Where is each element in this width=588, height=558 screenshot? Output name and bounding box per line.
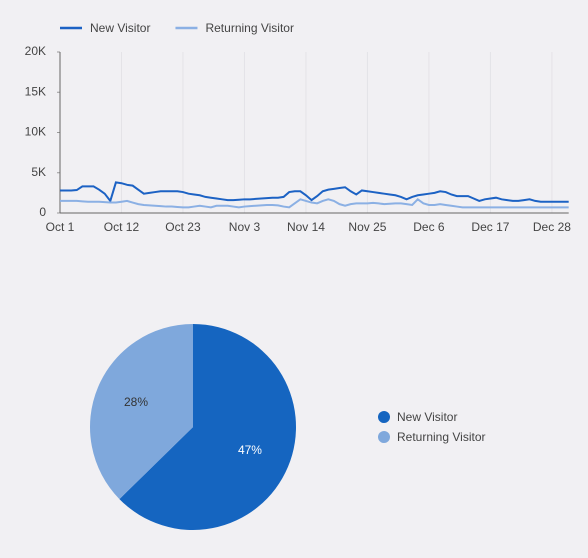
x-tick-label: Dec 28 xyxy=(533,220,571,234)
series-line xyxy=(60,181,569,204)
slice-label: 47% xyxy=(238,443,262,457)
slice-label: 28% xyxy=(124,395,148,409)
x-tick-label: Nov 3 xyxy=(229,220,261,234)
x-tick-label: Oct 1 xyxy=(46,220,75,234)
y-tick-label: 0 xyxy=(39,205,46,219)
pie-slice xyxy=(119,324,296,530)
y-tick-label: 15K xyxy=(25,84,46,98)
x-tick-label: Nov 14 xyxy=(287,220,325,234)
series-line xyxy=(60,198,569,209)
x-tick-label: Oct 23 xyxy=(165,220,201,234)
y-tick-label: 20K xyxy=(25,44,46,58)
legend-label: New Visitor xyxy=(90,21,150,35)
x-tick-label: Dec 17 xyxy=(471,220,509,234)
x-tick-label: Oct 12 xyxy=(104,220,140,234)
y-tick-label: 5K xyxy=(31,165,46,179)
x-tick-label: Nov 25 xyxy=(348,220,386,234)
legend-dot xyxy=(378,431,390,443)
legend-label: Returning Visitor xyxy=(397,430,486,444)
pie-slice xyxy=(90,324,193,500)
legend-label: New Visitor xyxy=(397,410,457,424)
legend-label: Returning Visitor xyxy=(205,21,294,35)
legend-dot xyxy=(378,411,390,423)
x-tick-label: Dec 6 xyxy=(413,220,445,234)
y-tick-label: 10K xyxy=(25,125,46,139)
